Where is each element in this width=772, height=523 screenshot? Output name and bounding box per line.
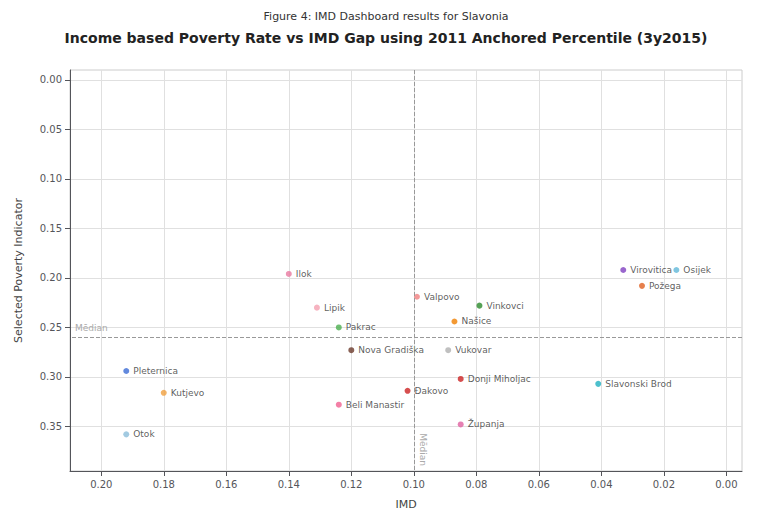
svg-text:0.10: 0.10 [403, 479, 425, 490]
svg-text:Pakrac: Pakrac [346, 322, 376, 332]
svg-text:Valpovo: Valpovo [424, 292, 460, 302]
svg-text:0.20: 0.20 [40, 272, 62, 283]
svg-text:0.35: 0.35 [40, 421, 62, 432]
svg-text:Kutjevo: Kutjevo [171, 388, 205, 398]
svg-text:0.15: 0.15 [40, 223, 62, 234]
svg-text:Nova Gradiška: Nova Gradiška [358, 345, 424, 356]
svg-text:Pleternica: Pleternica [133, 366, 178, 376]
svg-text:0.12: 0.12 [340, 479, 362, 490]
svg-text:Otok: Otok [133, 429, 155, 439]
svg-text:0.00: 0.00 [715, 479, 737, 490]
svg-text:Vinkovci: Vinkovci [486, 301, 523, 311]
svg-text:Osijek: Osijek [683, 265, 711, 275]
svg-text:Beli Manastir: Beli Manastir [346, 400, 405, 410]
svg-text:Virovitica: Virovitica [630, 265, 672, 275]
svg-text:Income based Poverty Rate vs I: Income based Poverty Rate vs IMD Gap usi… [65, 30, 708, 46]
svg-text:Mēdian: Mēdian [75, 323, 108, 333]
svg-text:Lipik: Lipik [324, 303, 346, 313]
svg-text:Figure 4: IMD Dashboard result: Figure 4: IMD Dashboard results for Slav… [264, 10, 509, 23]
svg-text:Donji Miholjac: Donji Miholjac [468, 374, 531, 384]
svg-text:Đakovo: Đakovo [415, 386, 449, 396]
svg-text:Požega: Požega [649, 281, 681, 291]
svg-text:0.04: 0.04 [590, 479, 612, 490]
svg-text:Našice: Našice [461, 316, 491, 326]
svg-text:Ilok: Ilok [296, 269, 313, 279]
svg-text:0.02: 0.02 [653, 479, 675, 490]
svg-text:0.10: 0.10 [40, 173, 62, 184]
svg-text:Slavonski Brod: Slavonski Brod [605, 379, 671, 389]
svg-text:0.08: 0.08 [465, 479, 487, 490]
svg-text:0.00: 0.00 [40, 74, 62, 85]
svg-text:Županja: Županja [468, 418, 505, 429]
svg-text:Vukovar: Vukovar [455, 345, 491, 355]
svg-text:Selected Poverty Indicator: Selected Poverty Indicator [12, 198, 25, 343]
svg-text:IMD: IMD [395, 498, 416, 511]
svg-text:0.30: 0.30 [40, 371, 62, 382]
svg-text:0.06: 0.06 [528, 479, 550, 490]
svg-text:0.18: 0.18 [153, 479, 175, 490]
svg-text:0.14: 0.14 [278, 479, 300, 490]
svg-text:0.20: 0.20 [90, 479, 112, 490]
svg-text:0.05: 0.05 [40, 124, 62, 135]
svg-text:0.16: 0.16 [215, 479, 237, 490]
svg-text:0.25: 0.25 [40, 322, 62, 333]
svg-text:Mēdian: Mēdian [418, 433, 428, 466]
